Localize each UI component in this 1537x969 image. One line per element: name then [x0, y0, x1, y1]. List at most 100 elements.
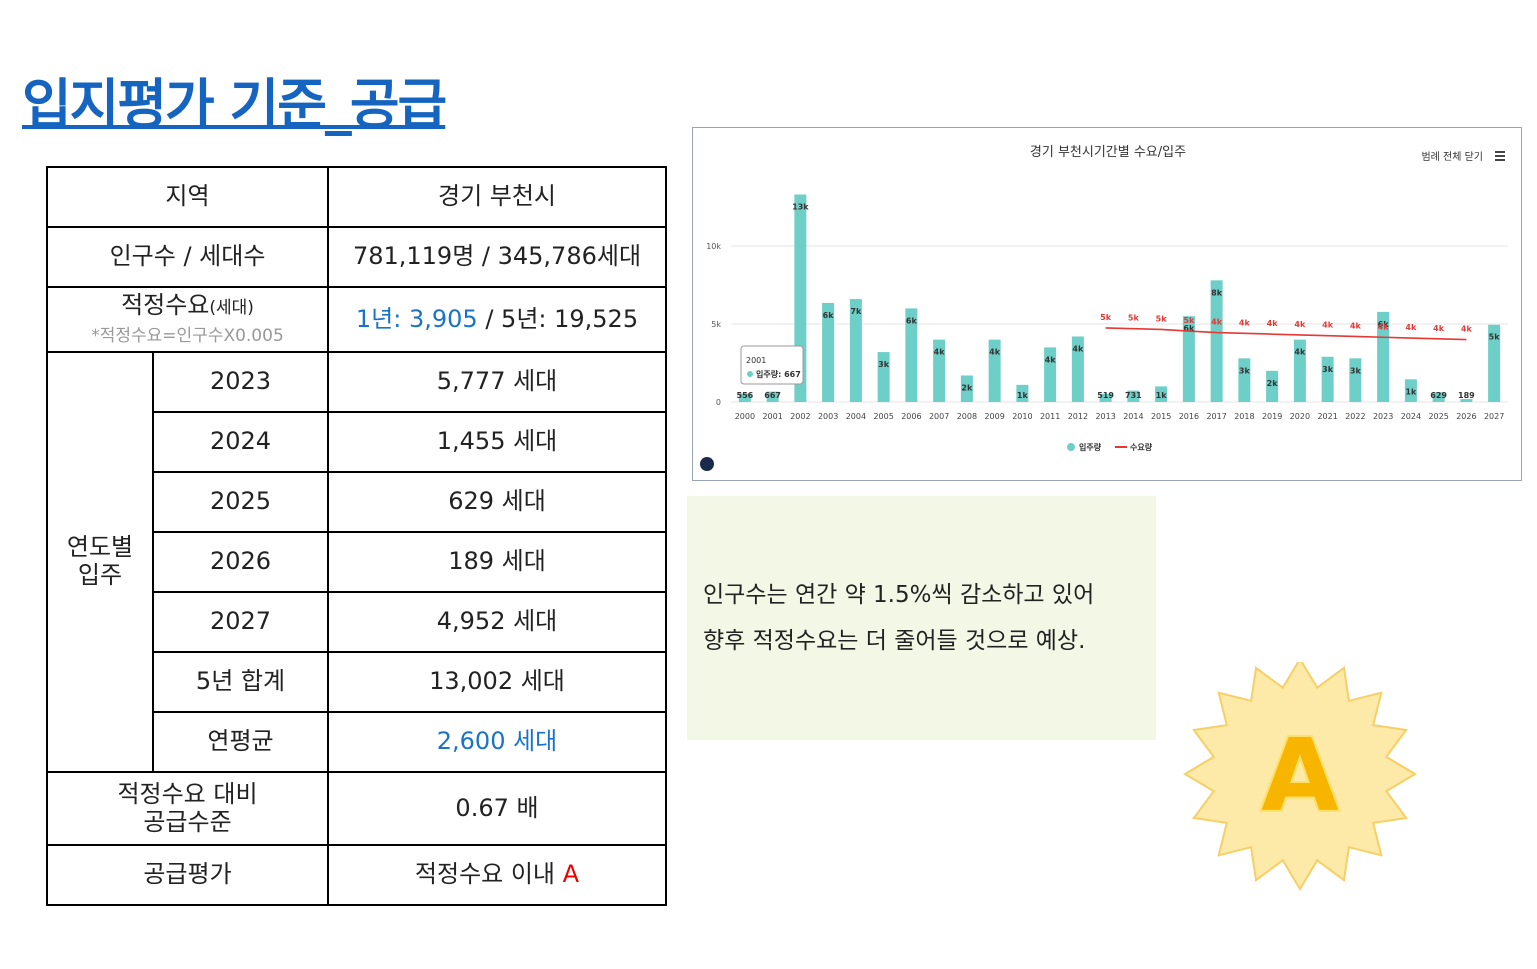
label: 적정수요 대비	[117, 779, 258, 808]
tooltip-title: 2001	[746, 356, 766, 365]
grade-badge: A	[1183, 662, 1417, 891]
bar	[1016, 384, 1029, 402]
x-tick-label: 2026	[1456, 412, 1476, 421]
bar	[849, 299, 862, 402]
tooltip-text: 입주량: 667	[756, 369, 801, 379]
data-label: 3k	[878, 360, 890, 369]
bar	[1182, 316, 1195, 402]
x-tick-label: 2010	[1012, 412, 1032, 421]
bar	[1377, 311, 1390, 402]
cell: 공급평가	[46, 844, 329, 906]
data-label: 4k	[1211, 318, 1223, 327]
note-box: 인구수는 연간 약 1.5%씩 감소하고 있어 향후 적정수요는 더 줄어들 것으…	[687, 496, 1156, 740]
cell: 5,777 세대	[327, 351, 667, 413]
cell: 2024	[152, 411, 329, 473]
cell: 0.67 배	[327, 771, 667, 846]
data-label: 4k	[1405, 323, 1417, 332]
bar	[988, 339, 1001, 402]
table-row: 2024 1,455 세대	[47, 411, 667, 473]
bar	[1321, 356, 1334, 402]
badge-letter: A	[1261, 717, 1338, 834]
data-label: 2k	[1267, 379, 1279, 388]
cell: 2026	[152, 531, 329, 593]
bar	[1460, 399, 1473, 402]
bar	[933, 339, 946, 402]
legend-label: 입주량	[1079, 442, 1102, 452]
data-label: 519	[1097, 391, 1114, 400]
table-row: 연평균 2,600 세대	[47, 711, 667, 773]
tooltip-dot	[747, 371, 753, 377]
cell: 1년: 3,905 / 5년: 19,525	[327, 286, 667, 353]
cell: 연도별 입주	[46, 351, 154, 773]
data-label: 629	[1430, 391, 1447, 400]
cell: 지역	[46, 166, 329, 228]
cell: 2023	[152, 351, 329, 413]
label: 적정수요	[121, 290, 210, 319]
bar	[1432, 392, 1445, 402]
note-line: 향후 적정수요는 더 줄어들 것으로 예상.	[703, 628, 1086, 654]
bar	[766, 391, 779, 402]
bar	[1099, 393, 1112, 402]
legend-swatch	[1067, 443, 1075, 451]
bar	[1488, 324, 1501, 402]
data-label: 4k	[1294, 320, 1306, 329]
bar	[1238, 358, 1251, 402]
legend-label: 수요량	[1130, 442, 1153, 452]
bar	[960, 375, 973, 402]
cell: 781,119명 / 345,786세대	[327, 226, 667, 288]
supply-table: 지역 경기 부천시 인구수 / 세대수 781,119명 / 345,786세대 적…	[46, 166, 667, 906]
data-label: 4k	[1461, 325, 1473, 334]
value: 적정수요 이내	[414, 860, 556, 889]
bar	[1349, 358, 1362, 402]
x-tick-label: 2022	[1345, 412, 1365, 421]
x-tick-label: 2019	[1262, 412, 1282, 421]
data-label: 13k	[792, 203, 809, 212]
cell: 적정수요 대비 공급수준	[46, 771, 329, 846]
legend-toggle[interactable]: 범례 전체 닫기	[1421, 151, 1483, 163]
data-label: 5k	[1489, 333, 1501, 342]
table-row: 연도별 입주 2023 5,777 세대	[46, 351, 667, 773]
table-row: 5년 합계 13,002 세대	[47, 651, 667, 713]
x-tick-label: 2027	[1484, 412, 1504, 421]
data-label: 667	[764, 391, 781, 400]
data-label: 5k	[1156, 314, 1168, 323]
x-tick-label: 2007	[929, 412, 949, 421]
label: 공급수준	[143, 807, 232, 836]
demand-line	[1105, 327, 1467, 341]
cell: 4,952 세대	[327, 591, 667, 653]
bar	[1071, 336, 1084, 402]
data-label: 3k	[1350, 366, 1362, 375]
x-tick-label: 2018	[1234, 412, 1254, 421]
logo	[700, 457, 714, 471]
x-tick-label: 2004	[846, 412, 866, 421]
x-tick-label: 2006	[901, 412, 921, 421]
data-label: 1k	[1405, 387, 1417, 396]
cell: 189 세대	[327, 531, 667, 593]
cell: 연평균	[152, 711, 329, 773]
bar	[1210, 280, 1223, 402]
bar	[1044, 347, 1057, 402]
grade: A	[562, 860, 580, 889]
label: 연도별	[66, 533, 134, 562]
x-tick-label: 2015	[1151, 412, 1171, 421]
x-tick-label: 2003	[818, 412, 838, 421]
data-label: 731	[1125, 391, 1142, 400]
data-label: 556	[737, 391, 754, 400]
x-tick-label: 2005	[873, 412, 893, 421]
bar	[1127, 390, 1140, 402]
data-label: 2k	[961, 383, 973, 392]
data-label: 3k	[1239, 366, 1251, 375]
data-label: 6k	[1378, 320, 1390, 329]
x-tick-label: 2014	[1123, 412, 1143, 421]
x-tick-label: 2020	[1290, 412, 1310, 421]
x-tick-label: 2025	[1428, 412, 1448, 421]
x-tick-label: 2002	[790, 412, 810, 421]
data-label: 4k	[1239, 318, 1251, 327]
data-label: 7k	[850, 307, 862, 316]
data-label: 4k	[1072, 344, 1084, 353]
data-label: 8k	[1211, 288, 1223, 297]
menu-icon[interactable]	[1495, 151, 1505, 161]
x-tick-label: 2008	[957, 412, 977, 421]
cell: 2027	[152, 591, 329, 653]
bar	[822, 302, 835, 402]
